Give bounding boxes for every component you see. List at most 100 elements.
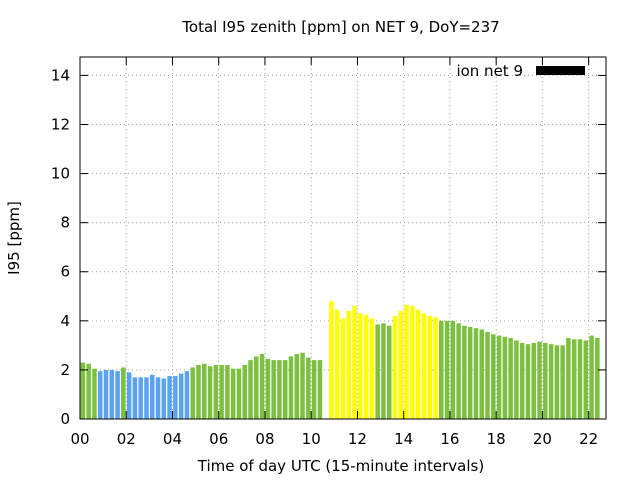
bar [363, 314, 369, 419]
bar [508, 338, 513, 419]
x-tick-label: 02 [117, 430, 136, 448]
bar [190, 367, 195, 419]
bar [571, 339, 577, 419]
bar [207, 366, 213, 419]
x-axis: 00 02 04 06 08 10 12 14 16 18 20 22 [70, 57, 598, 448]
y-axis: 0 2 4 6 8 10 12 14 [51, 66, 606, 428]
bar [519, 342, 525, 419]
bar [496, 335, 502, 419]
x-tick-label: 00 [70, 430, 89, 448]
bar [150, 374, 155, 419]
y-tick-label: 8 [60, 214, 70, 232]
bar [144, 377, 149, 419]
bar [375, 324, 380, 419]
bar [462, 325, 467, 419]
bar [184, 371, 190, 419]
x-tick-label: 14 [394, 430, 413, 448]
bar [271, 360, 276, 419]
bar [421, 313, 427, 419]
bar [103, 369, 109, 419]
legend: ion net 9 [456, 62, 585, 80]
bar [502, 336, 508, 419]
y-axis-label: I95 [ppm] [5, 201, 23, 275]
bar [444, 320, 450, 419]
bar [334, 309, 340, 419]
bar [248, 360, 253, 419]
y-tick-label: 4 [60, 312, 70, 330]
x-tick-label: 04 [163, 430, 182, 448]
bar [566, 338, 571, 419]
bar [525, 344, 531, 419]
grid [80, 57, 606, 419]
bar [479, 329, 484, 419]
y-tick-label: 2 [60, 361, 70, 379]
bar [155, 377, 161, 419]
x-tick-label: 10 [302, 430, 321, 448]
x-tick-label: 18 [487, 430, 506, 448]
bar [306, 357, 311, 419]
bar [121, 367, 126, 419]
bar [404, 304, 409, 419]
y-tick-label: 6 [60, 263, 70, 281]
bar [178, 373, 184, 419]
bar [173, 376, 178, 419]
bar [410, 306, 415, 419]
bar [439, 320, 444, 419]
bar [126, 372, 132, 419]
legend-label: ion net 9 [456, 62, 523, 80]
bar [595, 338, 600, 419]
x-tick-label: 22 [579, 430, 598, 448]
bar [450, 320, 456, 419]
bar [132, 377, 138, 419]
y-tick-label: 0 [60, 410, 70, 428]
bar [398, 311, 404, 419]
chart-title: Total I95 zenith [ppm] on NET 9, DoY=237 [181, 18, 499, 36]
bar [577, 339, 583, 419]
bar [485, 331, 490, 419]
bar [282, 360, 288, 419]
bar [242, 365, 247, 419]
bar [358, 313, 363, 419]
bar [254, 356, 259, 419]
bar [491, 334, 496, 419]
bar [381, 323, 386, 419]
bar [514, 340, 519, 419]
bar [537, 341, 542, 419]
bar [583, 340, 589, 419]
bar [288, 356, 294, 419]
bar [543, 342, 548, 419]
bar [560, 345, 565, 419]
bars [80, 301, 600, 419]
bar [265, 358, 271, 419]
bar [138, 377, 143, 419]
bar [277, 360, 282, 419]
bar [415, 309, 421, 419]
plot-frame [79, 56, 607, 420]
legend-swatch [536, 66, 585, 75]
bar [456, 323, 461, 419]
x-axis-label: Time of day UTC (15-minute intervals) [197, 457, 484, 475]
bar [86, 363, 91, 419]
bar [219, 365, 224, 419]
bar [369, 318, 375, 419]
bar [300, 352, 305, 419]
bar [225, 365, 230, 419]
bar [467, 326, 473, 419]
bar [352, 306, 357, 419]
bar [548, 344, 554, 419]
bar [433, 317, 438, 419]
bar [109, 369, 115, 419]
x-tick-label: 12 [348, 430, 367, 448]
x-tick-label: 08 [255, 430, 274, 448]
bar [340, 318, 346, 419]
bar [236, 368, 242, 419]
bar [259, 353, 265, 419]
x-tick-label: 06 [209, 430, 228, 448]
bar [329, 301, 334, 419]
bar [161, 378, 167, 419]
bar [97, 371, 103, 419]
bar [386, 325, 392, 419]
bar [230, 368, 236, 419]
bar [80, 362, 86, 419]
